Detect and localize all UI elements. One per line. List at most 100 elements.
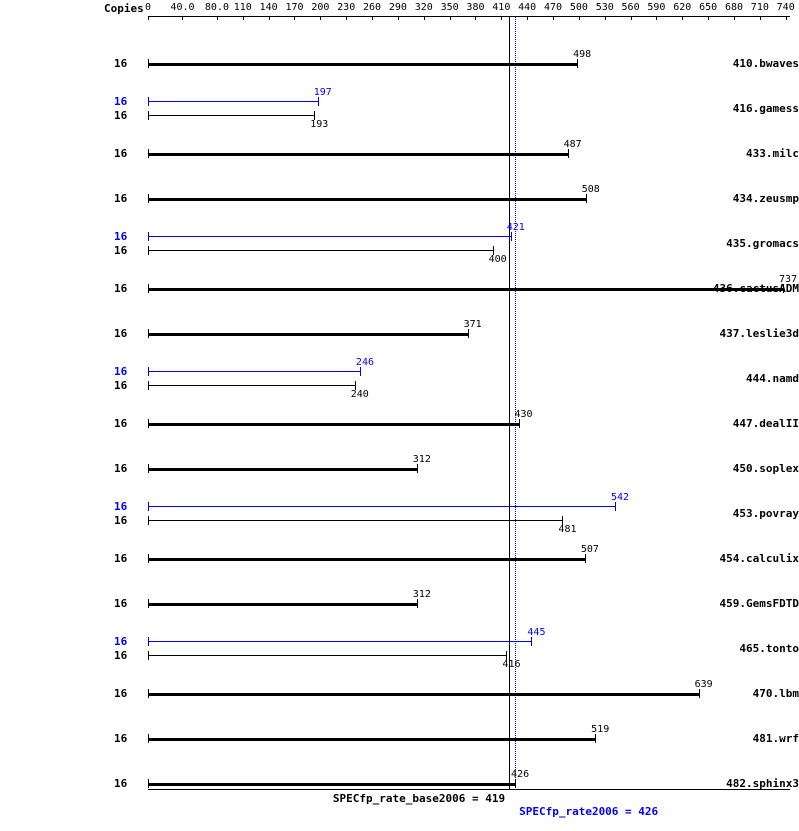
bar-cap-start	[148, 232, 149, 241]
bar-value-label: 400	[489, 254, 507, 265]
bar-line	[148, 385, 355, 386]
bar-cap-start	[148, 419, 149, 428]
bar-cap-end	[531, 637, 532, 646]
bar-cap-start	[148, 97, 149, 106]
bar-cap-end	[615, 502, 616, 511]
benchmark-label: 481.wrf	[705, 732, 799, 745]
axis-tick-label: 500	[570, 2, 588, 13]
bar-cap-start	[148, 149, 149, 158]
copies-value: 16	[114, 635, 127, 648]
bar-value-label: 416	[502, 659, 520, 670]
axis-tick-label: 40.0	[170, 2, 194, 13]
bar-value-label: 371	[464, 319, 482, 330]
axis-tick-label: 740	[777, 2, 795, 13]
benchmark-label: 433.milc	[705, 147, 799, 160]
axis-tick-label: 290	[389, 2, 407, 13]
benchmark-label: 453.povray	[705, 507, 799, 520]
plot-frame	[148, 16, 790, 790]
axis-tick-label: 680	[725, 2, 743, 13]
bar-cap-end	[511, 232, 512, 241]
copies-value: 16	[114, 379, 127, 392]
ref-label-base: SPECfp_rate_base2006 = 419	[333, 792, 505, 805]
ref-label-peak: SPECfp_rate2006 = 426	[519, 805, 658, 818]
bar-cap-start	[148, 381, 149, 390]
bar-cap-end	[585, 554, 586, 563]
axis-tick-mark	[182, 16, 183, 20]
axis-tick-label: 0	[145, 2, 151, 13]
bar-line	[148, 423, 519, 426]
axis-tick-mark	[501, 16, 502, 20]
bar-value-label: 421	[507, 222, 525, 233]
axis-tick-mark	[708, 16, 709, 20]
bar-line	[148, 506, 615, 507]
axis-tick-mark	[527, 16, 528, 20]
axis-tick-label: 140	[260, 2, 278, 13]
axis-tick-mark	[553, 16, 554, 20]
axis-tick-label: 440	[518, 2, 536, 13]
bar-value-label: 507	[581, 544, 599, 555]
bar-line	[148, 333, 468, 336]
bar-cap-end	[318, 97, 319, 106]
copies-value: 16	[114, 649, 127, 662]
copies-value: 16	[114, 282, 127, 295]
copies-value: 16	[114, 417, 127, 430]
copies-value: 16	[114, 95, 127, 108]
bar-cap-end	[519, 419, 520, 428]
bar-value-label: 246	[356, 357, 374, 368]
benchmark-label: 482.sphinx3	[705, 777, 799, 790]
bar-cap-end	[699, 689, 700, 698]
axis-tick-mark	[734, 16, 735, 20]
bar-value-label: 312	[413, 454, 431, 465]
bar-cap-end	[417, 464, 418, 473]
axis-tick-label: 590	[647, 2, 665, 13]
bar-line	[148, 783, 515, 786]
bar-value-label: 737	[779, 274, 797, 285]
bar-cap-end	[577, 59, 578, 68]
bar-value-label: 481	[558, 524, 576, 535]
copies-value: 16	[114, 732, 127, 745]
copies-value: 16	[114, 462, 127, 475]
axis-tick-label: 350	[441, 2, 459, 13]
copies-header: Copies	[104, 2, 144, 15]
axis-tick-mark	[760, 16, 761, 20]
bar-cap-start	[148, 502, 149, 511]
benchmark-label: 454.calculix	[705, 552, 799, 565]
axis-tick-label: 470	[544, 2, 562, 13]
axis-tick-label: 170	[285, 2, 303, 13]
bar-line	[148, 693, 699, 696]
axis-tick-mark	[656, 16, 657, 20]
axis-tick-mark	[450, 16, 451, 20]
bar-value-label: 508	[582, 184, 600, 195]
bar-line	[148, 288, 783, 291]
bar-value-label: 487	[564, 139, 582, 150]
bar-cap-start	[148, 779, 149, 788]
bar-value-label: 519	[591, 724, 609, 735]
bar-line	[148, 603, 417, 606]
axis-tick-mark	[320, 16, 321, 20]
bar-cap-end	[360, 367, 361, 376]
bar-cap-start	[148, 554, 149, 563]
copies-value: 16	[114, 147, 127, 160]
bar-cap-start	[148, 599, 149, 608]
axis-tick-mark	[148, 16, 149, 20]
bar-value-label: 312	[413, 589, 431, 600]
axis-tick-label: 410	[492, 2, 510, 13]
bar-line	[148, 153, 568, 156]
bar-cap-start	[148, 651, 149, 660]
copies-value: 16	[114, 230, 127, 243]
bar-cap-end	[595, 734, 596, 743]
copies-value: 16	[114, 57, 127, 70]
benchmark-label: 459.GemsFDTD	[705, 597, 799, 610]
benchmark-label: 447.dealII	[705, 417, 799, 430]
axis-tick-mark	[605, 16, 606, 20]
axis-tick-label: 200	[311, 2, 329, 13]
copies-value: 16	[114, 687, 127, 700]
bar-cap-start	[148, 637, 149, 646]
axis-tick-label: 260	[363, 2, 381, 13]
bar-cap-start	[148, 464, 149, 473]
benchmark-label: 470.lbm	[705, 687, 799, 700]
bar-cap-start	[148, 246, 149, 255]
bar-value-label: 193	[310, 119, 328, 130]
bar-line	[148, 63, 577, 66]
bar-line	[148, 236, 511, 237]
